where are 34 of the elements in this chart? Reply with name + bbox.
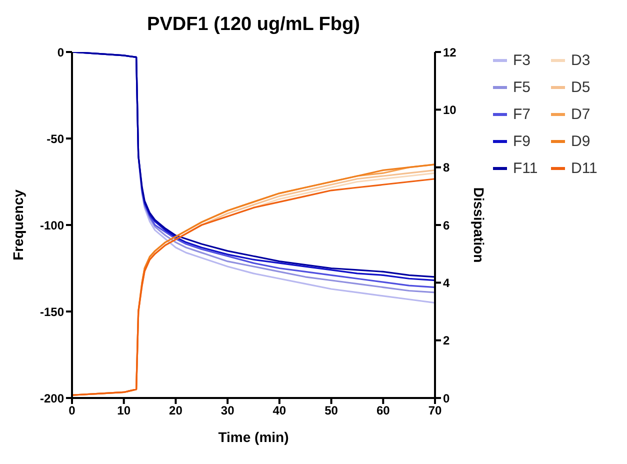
y-tick-label: -50	[46, 132, 64, 146]
x-axis-title: Time (min)	[218, 429, 289, 445]
y2-axis-title: Dissipation	[471, 187, 488, 263]
x-tick-label: 20	[169, 404, 183, 418]
x-tick-label: 70	[428, 404, 442, 418]
y-tick-label: -200	[40, 391, 64, 406]
y2-tick-label: 4	[443, 276, 450, 290]
y-tick-label: 0	[57, 45, 64, 60]
legend-label: D5	[571, 79, 590, 96]
legend-label: D7	[571, 106, 590, 123]
y2-tick-label: 12	[443, 45, 457, 60]
y2-tick-label: 10	[443, 102, 457, 117]
x-tick-label: 30	[220, 404, 235, 418]
legend-label: D9	[571, 133, 590, 150]
x-tick-label: 60	[376, 404, 390, 418]
chart-title: PVDF1 (120 ug/mL Fbg)	[146, 14, 361, 36]
y-axis-title: Frequency	[10, 189, 26, 260]
legend-label: F3	[513, 52, 531, 69]
legend-label: D11	[571, 160, 598, 177]
x-tick-label: 50	[324, 404, 338, 418]
legend-label: D3	[571, 52, 590, 69]
y-tick-label: -150	[40, 304, 64, 319]
y2-tick-label: 0	[443, 391, 450, 406]
x-tick-label: 0	[68, 404, 76, 418]
x-tick-label: 10	[117, 404, 131, 418]
legend-label: F11	[513, 160, 538, 177]
x-tick-label: 40	[272, 404, 286, 418]
y2-tick-label: 8	[443, 160, 450, 175]
legend-label: F5	[513, 79, 531, 96]
legend-label: F7	[513, 106, 531, 123]
legend-label: F9	[513, 133, 531, 150]
y2-tick-label: 6	[443, 218, 450, 232]
y-tick-label: -100	[40, 218, 64, 232]
y2-tick-label: 2	[443, 334, 450, 348]
